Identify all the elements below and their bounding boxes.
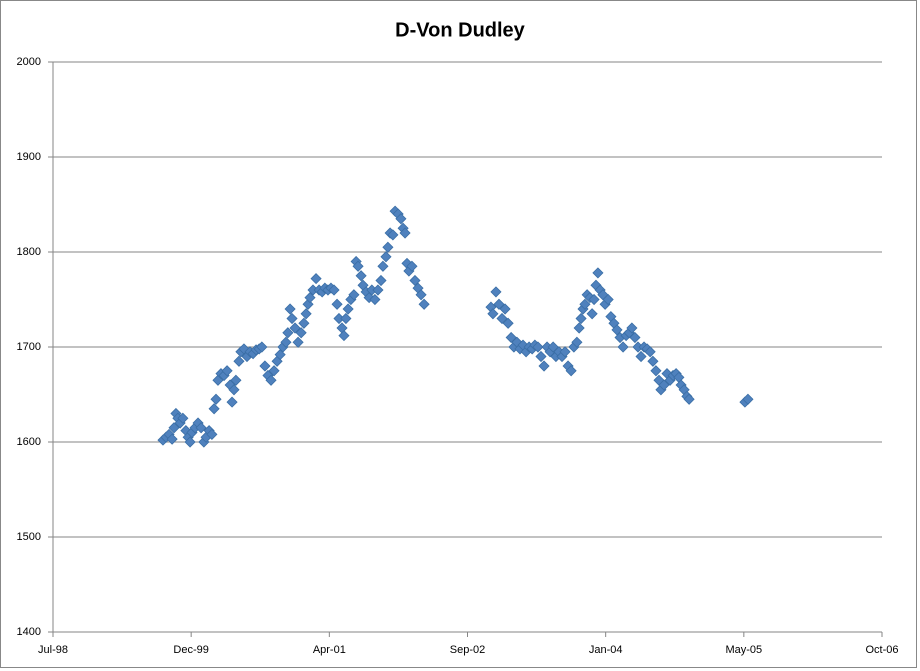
point bbox=[265, 374, 277, 386]
point bbox=[415, 289, 427, 301]
point bbox=[166, 433, 178, 445]
x-tick-label: Jan-04 bbox=[589, 644, 623, 656]
point bbox=[575, 312, 587, 325]
point bbox=[289, 322, 301, 334]
point bbox=[168, 422, 180, 434]
point bbox=[256, 341, 268, 353]
point bbox=[658, 379, 670, 391]
point bbox=[206, 428, 218, 440]
point bbox=[342, 303, 354, 315]
point bbox=[310, 273, 322, 285]
point bbox=[210, 393, 222, 405]
point bbox=[535, 350, 547, 363]
point bbox=[647, 355, 659, 367]
point bbox=[382, 241, 394, 253]
point bbox=[532, 341, 544, 353]
point bbox=[331, 298, 343, 310]
point bbox=[184, 436, 196, 448]
point bbox=[496, 312, 508, 325]
point bbox=[742, 393, 754, 405]
point bbox=[592, 267, 604, 279]
point bbox=[177, 412, 189, 424]
point bbox=[377, 260, 389, 272]
point bbox=[650, 365, 662, 377]
point bbox=[635, 350, 647, 363]
y-tick-label: 1900 bbox=[17, 151, 41, 163]
x-tick-label: May-05 bbox=[725, 644, 762, 656]
chart-title: D-Von Dudley bbox=[395, 19, 526, 41]
x-tick-label: Oct-06 bbox=[865, 644, 898, 656]
point bbox=[228, 384, 240, 396]
point bbox=[644, 346, 656, 358]
point bbox=[559, 346, 571, 358]
point bbox=[565, 365, 577, 377]
point bbox=[268, 365, 280, 377]
point bbox=[302, 298, 314, 310]
point bbox=[300, 308, 312, 320]
point bbox=[579, 298, 591, 310]
point bbox=[493, 298, 505, 310]
point bbox=[487, 308, 499, 320]
point bbox=[304, 292, 316, 304]
point bbox=[502, 317, 514, 329]
x-tick-label: Jul-98 bbox=[38, 644, 68, 656]
y-tick-label: 1400 bbox=[17, 626, 41, 638]
point bbox=[387, 229, 399, 241]
x-tick-label: Sep-02 bbox=[450, 644, 485, 656]
point bbox=[538, 360, 550, 372]
point bbox=[328, 284, 340, 296]
point bbox=[208, 403, 220, 415]
y-tick-label: 1600 bbox=[17, 436, 41, 448]
point bbox=[298, 317, 310, 329]
point bbox=[233, 355, 245, 367]
point bbox=[617, 341, 629, 353]
point bbox=[352, 260, 364, 272]
point bbox=[626, 322, 638, 334]
point bbox=[395, 213, 407, 225]
point bbox=[372, 284, 384, 296]
point bbox=[683, 393, 695, 405]
point bbox=[375, 274, 387, 287]
point bbox=[221, 365, 233, 377]
x-tick-label: Dec-99 bbox=[173, 644, 208, 656]
point bbox=[490, 286, 502, 298]
point bbox=[629, 331, 641, 344]
point bbox=[399, 227, 411, 239]
point bbox=[499, 303, 511, 315]
point bbox=[259, 360, 271, 372]
point bbox=[406, 260, 418, 272]
x-tick-label: Apr-01 bbox=[313, 644, 346, 656]
point bbox=[586, 308, 598, 320]
point bbox=[230, 374, 242, 386]
point bbox=[418, 298, 430, 310]
point bbox=[588, 293, 600, 306]
point bbox=[286, 312, 298, 325]
point bbox=[348, 289, 360, 301]
point bbox=[284, 303, 296, 315]
point bbox=[280, 336, 292, 348]
point bbox=[340, 312, 352, 325]
point bbox=[355, 270, 367, 282]
point bbox=[292, 336, 304, 348]
point bbox=[338, 330, 350, 342]
y-tick-label: 1700 bbox=[17, 341, 41, 353]
point bbox=[409, 274, 421, 287]
point bbox=[602, 293, 614, 306]
point bbox=[505, 331, 517, 344]
point bbox=[195, 422, 207, 434]
point bbox=[573, 322, 585, 334]
y-tick-label: 1500 bbox=[17, 531, 41, 543]
point bbox=[611, 324, 623, 336]
point bbox=[369, 293, 381, 306]
y-tick-label: 1800 bbox=[17, 246, 41, 258]
point bbox=[226, 396, 238, 408]
y-tick-label: 2000 bbox=[17, 56, 41, 68]
point bbox=[380, 251, 392, 263]
point bbox=[282, 327, 294, 339]
point bbox=[571, 336, 583, 348]
point bbox=[295, 327, 307, 339]
